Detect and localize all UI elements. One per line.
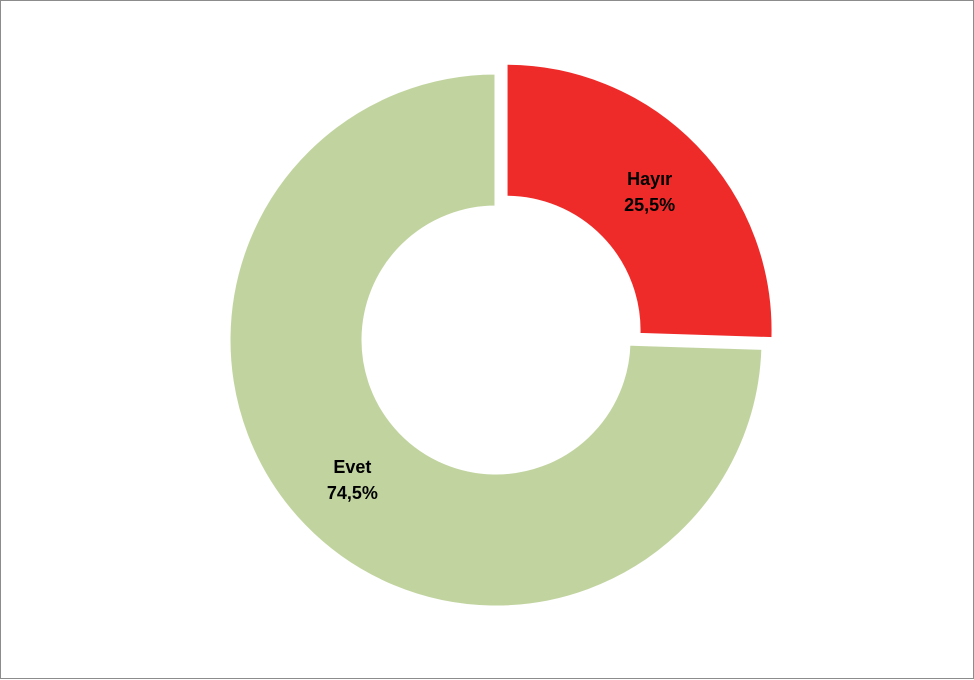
label-evet-category: Evet <box>333 457 371 477</box>
slice-evet <box>227 71 765 609</box>
label-hayir-value: 25,5% <box>624 195 675 215</box>
slice-hayir <box>504 61 775 341</box>
label-evet-value: 74,5% <box>327 483 378 503</box>
label-hayir-category: Hayır <box>627 169 672 189</box>
